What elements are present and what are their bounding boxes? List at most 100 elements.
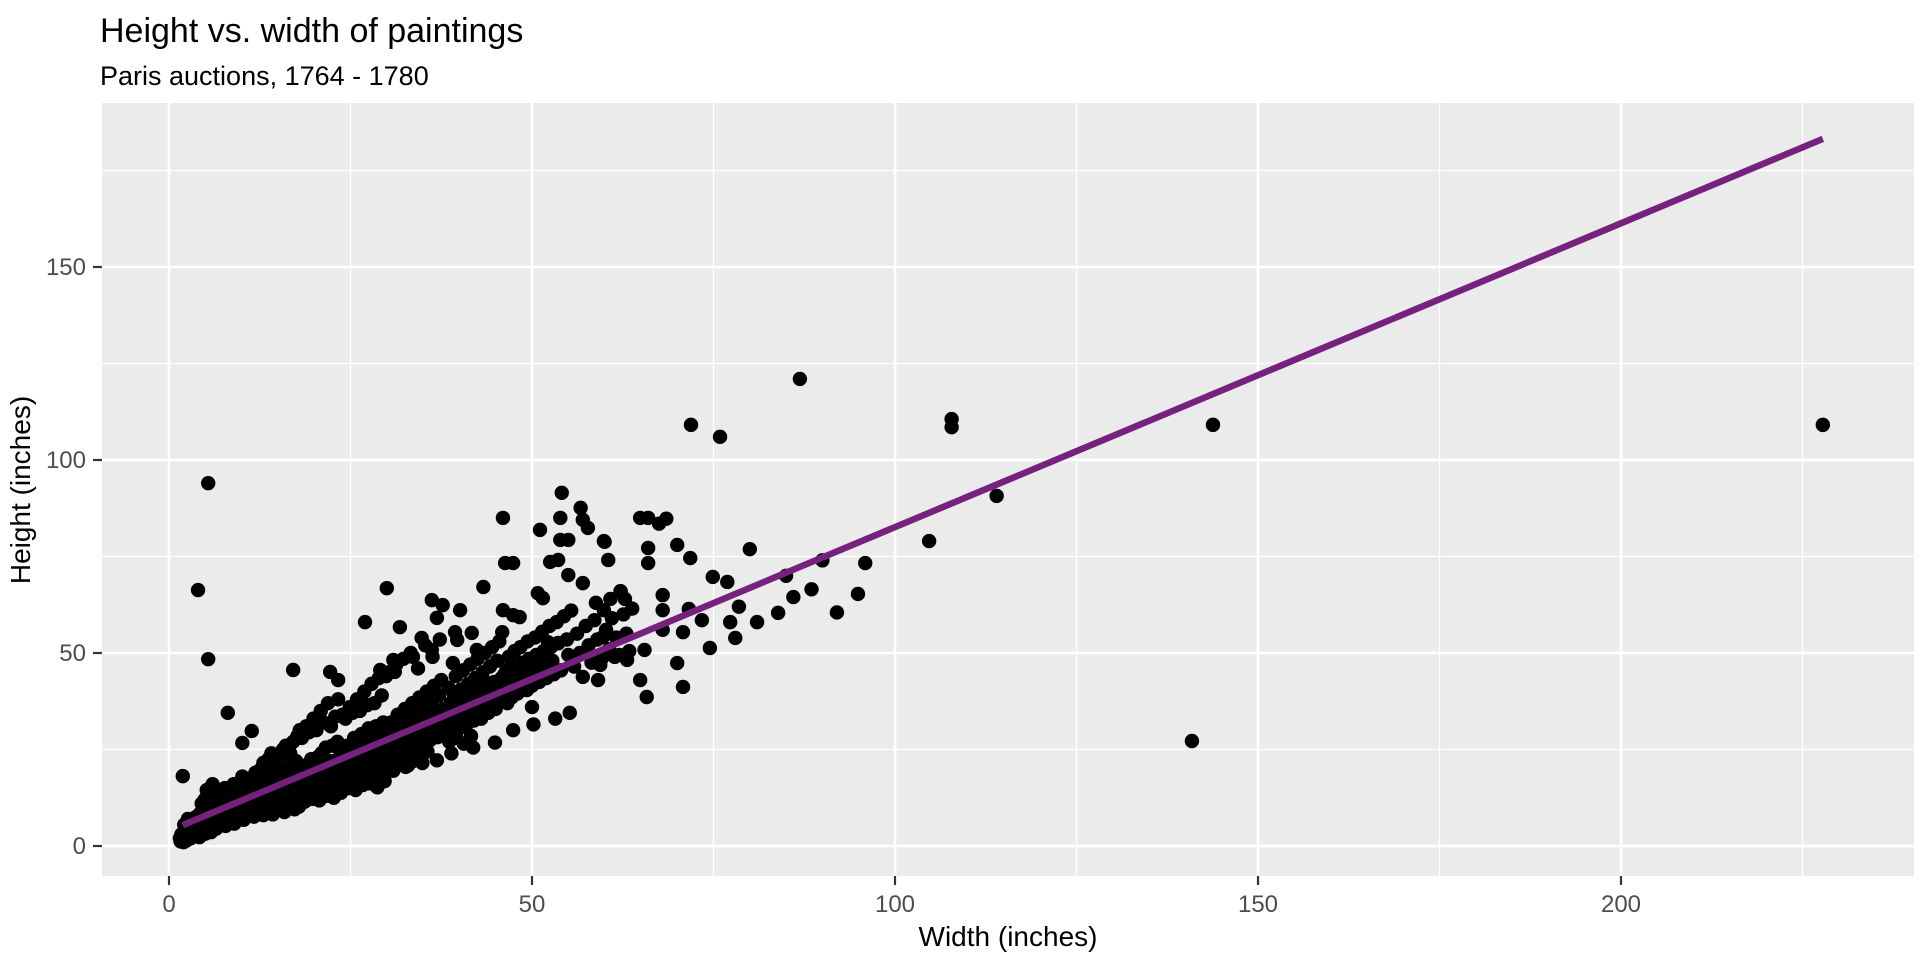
y-tick-labels: 0 50 100 150 bbox=[46, 254, 86, 860]
data-point bbox=[639, 689, 654, 705]
data-point bbox=[495, 510, 511, 526]
data-point bbox=[379, 580, 394, 596]
data-point bbox=[450, 632, 465, 648]
data-point bbox=[613, 584, 628, 599]
data-point bbox=[330, 692, 346, 707]
data-point bbox=[357, 614, 373, 630]
data-point bbox=[597, 534, 612, 550]
data-point bbox=[535, 590, 551, 606]
data-point bbox=[532, 522, 548, 538]
x-tick-label: 200 bbox=[1601, 891, 1641, 918]
data-point bbox=[722, 614, 738, 630]
data-point bbox=[192, 829, 207, 845]
data-point bbox=[989, 488, 1004, 504]
data-point bbox=[512, 609, 527, 625]
x-tick-labels: 0 50 100 150 200 bbox=[162, 891, 1641, 918]
data-point bbox=[445, 655, 461, 671]
data-point bbox=[731, 599, 747, 614]
data-point bbox=[858, 555, 873, 571]
data-point bbox=[829, 605, 845, 620]
data-point bbox=[792, 371, 808, 387]
x-tick-label: 50 bbox=[519, 891, 546, 918]
x-axis-title: Width (inches) bbox=[919, 921, 1098, 952]
data-point bbox=[235, 735, 250, 751]
data-point bbox=[850, 586, 866, 602]
data-point bbox=[655, 602, 670, 618]
data-point bbox=[386, 763, 401, 778]
regression-line bbox=[181, 135, 1825, 829]
data-point bbox=[675, 679, 691, 695]
chart-subtitle: Paris auctions, 1764 - 1780 bbox=[100, 61, 429, 91]
data-point bbox=[921, 533, 937, 549]
data-point bbox=[573, 500, 588, 516]
data-point bbox=[590, 632, 605, 647]
data-point bbox=[770, 605, 786, 621]
data-point bbox=[374, 688, 389, 703]
x-tick-label: 100 bbox=[875, 891, 915, 918]
data-point bbox=[632, 510, 648, 526]
data-point bbox=[429, 610, 445, 626]
data-point bbox=[659, 511, 674, 526]
data-point bbox=[588, 595, 604, 611]
data-point bbox=[505, 555, 521, 571]
data-point bbox=[561, 647, 576, 663]
data-point bbox=[526, 717, 541, 732]
data-point bbox=[575, 669, 591, 685]
data-point bbox=[400, 758, 416, 773]
data-point bbox=[418, 638, 433, 653]
data-point bbox=[562, 705, 577, 721]
data-point bbox=[179, 833, 194, 848]
data-point bbox=[488, 701, 503, 717]
data-point bbox=[742, 541, 757, 557]
data-point bbox=[444, 746, 459, 761]
data-point bbox=[377, 773, 392, 789]
data-point bbox=[452, 602, 468, 618]
data-point bbox=[424, 592, 440, 608]
data-point bbox=[683, 550, 698, 566]
data-point bbox=[624, 601, 640, 616]
data-point bbox=[786, 589, 801, 605]
data-point bbox=[492, 634, 507, 649]
y-tick-label: 100 bbox=[46, 447, 86, 474]
data-point bbox=[804, 582, 819, 597]
data-point bbox=[675, 624, 691, 640]
data-point bbox=[712, 429, 728, 445]
data-point bbox=[622, 643, 637, 659]
data-point bbox=[683, 417, 699, 433]
data-point bbox=[590, 672, 606, 688]
axis-ticks bbox=[93, 265, 1623, 885]
data-point bbox=[489, 653, 505, 668]
data-point bbox=[637, 642, 652, 658]
data-point bbox=[1184, 733, 1200, 749]
y-tick-label: 0 bbox=[73, 833, 86, 860]
data-point bbox=[548, 711, 563, 726]
data-point bbox=[435, 597, 450, 613]
data-point bbox=[392, 619, 408, 635]
chart-title: Height vs. width of paintings bbox=[100, 12, 523, 50]
data-point bbox=[425, 649, 440, 665]
data-point bbox=[432, 632, 447, 647]
data-point bbox=[201, 475, 216, 491]
data-point bbox=[587, 612, 602, 628]
data-point bbox=[429, 753, 445, 768]
data-point bbox=[728, 630, 743, 646]
y-tick-label: 150 bbox=[46, 254, 86, 281]
data-point bbox=[749, 614, 765, 630]
data-point bbox=[550, 552, 566, 568]
data-point bbox=[1205, 417, 1221, 433]
data-point bbox=[561, 532, 576, 548]
data-point bbox=[604, 611, 620, 626]
data-point bbox=[283, 746, 298, 761]
data-point bbox=[285, 662, 301, 678]
data-point bbox=[524, 699, 540, 715]
data-point bbox=[476, 579, 491, 595]
minor-gridlines bbox=[102, 103, 1914, 876]
data-point bbox=[640, 540, 656, 556]
data-point bbox=[505, 723, 521, 738]
data-point bbox=[487, 735, 503, 750]
data-point bbox=[465, 740, 481, 755]
data-point bbox=[545, 653, 560, 668]
data-point bbox=[410, 661, 426, 676]
